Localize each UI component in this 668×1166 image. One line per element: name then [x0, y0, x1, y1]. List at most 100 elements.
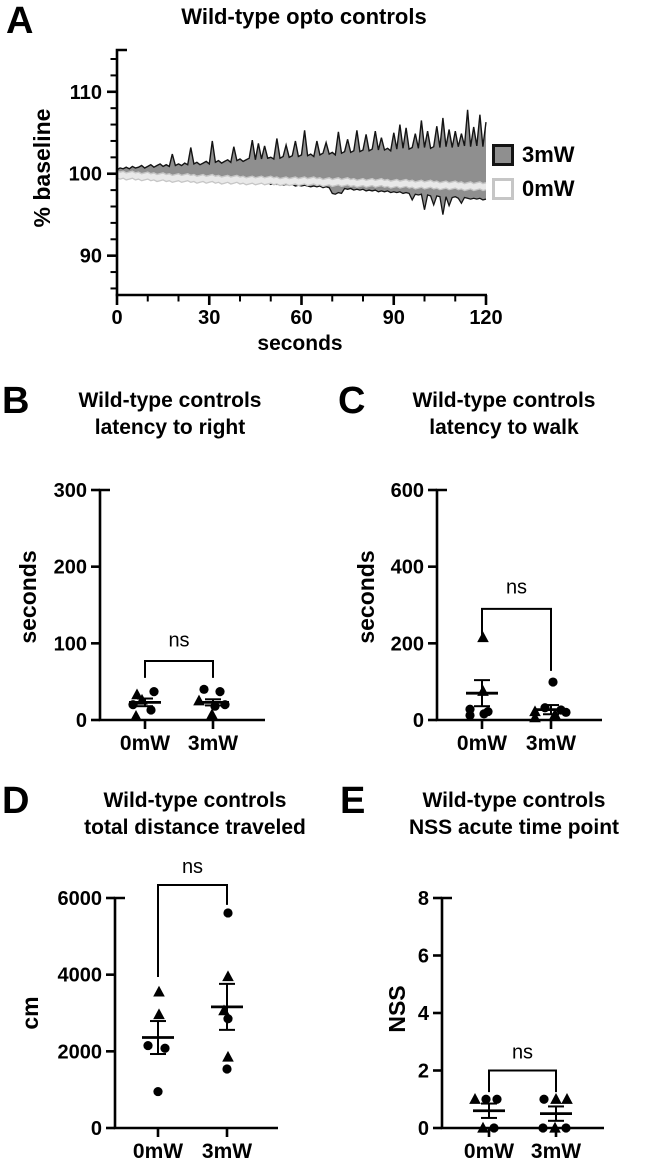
- panel-e-letter: E: [340, 780, 366, 822]
- y-tick-label: 4000: [58, 965, 103, 987]
- data-point-triangle: [477, 631, 489, 643]
- x-tick-label: 120: [469, 307, 502, 329]
- x-category-label: 3mW: [202, 1140, 252, 1163]
- y-tick-label: 8: [418, 888, 429, 910]
- data-point-triangle: [549, 1121, 561, 1133]
- y-tick-label: 200: [391, 633, 424, 655]
- series-band-3mW: [117, 109, 486, 215]
- panel-d-title: Wild-type controls total distance travel…: [15, 787, 375, 841]
- data-point-circle: [210, 701, 220, 711]
- panel-d-title-line1: Wild-type controls: [103, 789, 287, 812]
- x-category-label: 0mW: [133, 1140, 183, 1163]
- y-axis: [440, 896, 452, 1128]
- data-point-triangle: [477, 685, 489, 696]
- panel-d-ylabel: cm: [17, 996, 43, 1030]
- legend-swatch-3mw: [492, 144, 514, 166]
- data-point-triangle: [529, 711, 541, 723]
- panel-b-title: Wild-type controls latency to right: [40, 387, 300, 441]
- data-point-triangle: [477, 1121, 489, 1133]
- data-point-triangle: [529, 705, 541, 717]
- data-point-circle: [215, 687, 225, 697]
- data-point-circle: [561, 1123, 571, 1133]
- legend-row-0mw: 0mW: [492, 176, 575, 202]
- data-point-circle: [489, 1123, 499, 1133]
- data-point-triangle: [153, 1008, 165, 1020]
- y-tick-label: 300: [54, 480, 87, 502]
- data-point-circle: [223, 908, 233, 918]
- panel-d-plot: 0 2000 4000 6000 0mW 3mW ns: [58, 856, 278, 1163]
- y-tick-label: 2: [418, 1061, 429, 1083]
- data-point-circle: [199, 684, 209, 694]
- x-category-label: 3mW: [526, 732, 576, 755]
- sig-bracket: [144, 659, 214, 678]
- panel-a-title: Wild-type opto controls: [181, 4, 427, 29]
- panel-c-ylabel: seconds: [353, 550, 379, 644]
- y-tick-label: 6: [418, 946, 429, 968]
- panel-e-title-line1: Wild-type controls: [422, 789, 606, 812]
- panel-d-letter: D: [2, 780, 30, 822]
- data-point-triangle: [206, 708, 218, 720]
- data-point-triangle: [136, 693, 148, 705]
- y-tick-label: 0: [76, 710, 87, 732]
- data-point-circle: [220, 700, 230, 710]
- data-point-circle: [222, 1064, 232, 1074]
- legend-swatch-0mw: [492, 178, 514, 200]
- panel-d-title-line2: total distance traveled: [84, 816, 306, 839]
- panel-e-title-line2: NSS acute time point: [408, 816, 620, 839]
- panel-c-plot: 0 200 400 600 0mW 3mW ns: [391, 480, 602, 755]
- x-tick-label: 0: [111, 307, 122, 329]
- panel-b-plot: 0 100 200 300 0mW 3mW ns: [54, 480, 265, 755]
- y-tick-label: 100: [69, 164, 102, 186]
- y-axis: [113, 896, 125, 1128]
- legend-label-3mw: 3mW: [522, 142, 575, 167]
- x-category-label: 3mW: [188, 732, 238, 755]
- data-point-triangle: [550, 1093, 562, 1104]
- x-category-label: 0mW: [457, 732, 507, 755]
- sig-label: ns: [506, 577, 527, 599]
- legend-row-3mw: 3mW: [492, 142, 575, 168]
- data-point-circle: [149, 687, 159, 697]
- x-tick-label: 60: [290, 307, 312, 329]
- y-tick-label: 200: [54, 557, 87, 579]
- data-point-circle: [548, 677, 558, 687]
- y-tick-label: 4: [418, 1003, 430, 1025]
- data-point-circle: [538, 1123, 548, 1133]
- sig-bracket: [481, 607, 552, 671]
- y-tick-label: 0: [418, 1118, 429, 1140]
- sig-bracket: [488, 1069, 557, 1093]
- data-point-circle: [153, 1086, 163, 1097]
- data-point-circle: [146, 705, 156, 715]
- panel-b-ylabel: seconds: [15, 550, 41, 644]
- data-point-circle: [492, 1094, 502, 1104]
- data-point-circle: [481, 1094, 491, 1104]
- data-point-triangle: [131, 688, 143, 700]
- data-point-triangle: [222, 1050, 234, 1062]
- legend-label-0mw: 0mW: [522, 176, 575, 201]
- y-tick-label: 600: [391, 480, 424, 502]
- data-point-circle: [143, 1040, 153, 1051]
- panel-e-title: Wild-type controls NSS acute time point: [360, 787, 668, 841]
- legend: 3mW 0mW: [492, 142, 575, 210]
- series-upper-edge-3mW: [116, 109, 487, 171]
- panel-a-letter: A: [6, 0, 34, 42]
- data-point-circle: [540, 703, 550, 713]
- sig-label: ns: [168, 629, 189, 651]
- data-point-circle: [128, 700, 138, 710]
- data-point-triangle: [469, 1093, 481, 1104]
- y-tick-label: 110: [70, 82, 102, 104]
- y-tick-label: 90: [80, 246, 102, 268]
- data-point-triangle: [561, 1093, 573, 1104]
- data-point-triangle: [193, 694, 205, 706]
- y-tick-label: 6000: [58, 888, 103, 910]
- x-category-label: 0mW: [464, 1140, 514, 1163]
- panel-b-title-line1: Wild-type controls: [78, 389, 262, 412]
- series-upper-edge-0mW: [116, 170, 487, 185]
- panel-c-title-line1: Wild-type controls: [412, 389, 596, 412]
- x-tick-label: 90: [383, 307, 405, 329]
- y-axis: [435, 488, 447, 720]
- data-point-triangle: [222, 970, 234, 982]
- panel-a-plot: 90 100 110 0 30 60 90 120: [69, 48, 503, 329]
- panel-c-title: Wild-type controls latency to walk: [374, 387, 634, 441]
- series-lower-edge-0mW: [116, 177, 487, 192]
